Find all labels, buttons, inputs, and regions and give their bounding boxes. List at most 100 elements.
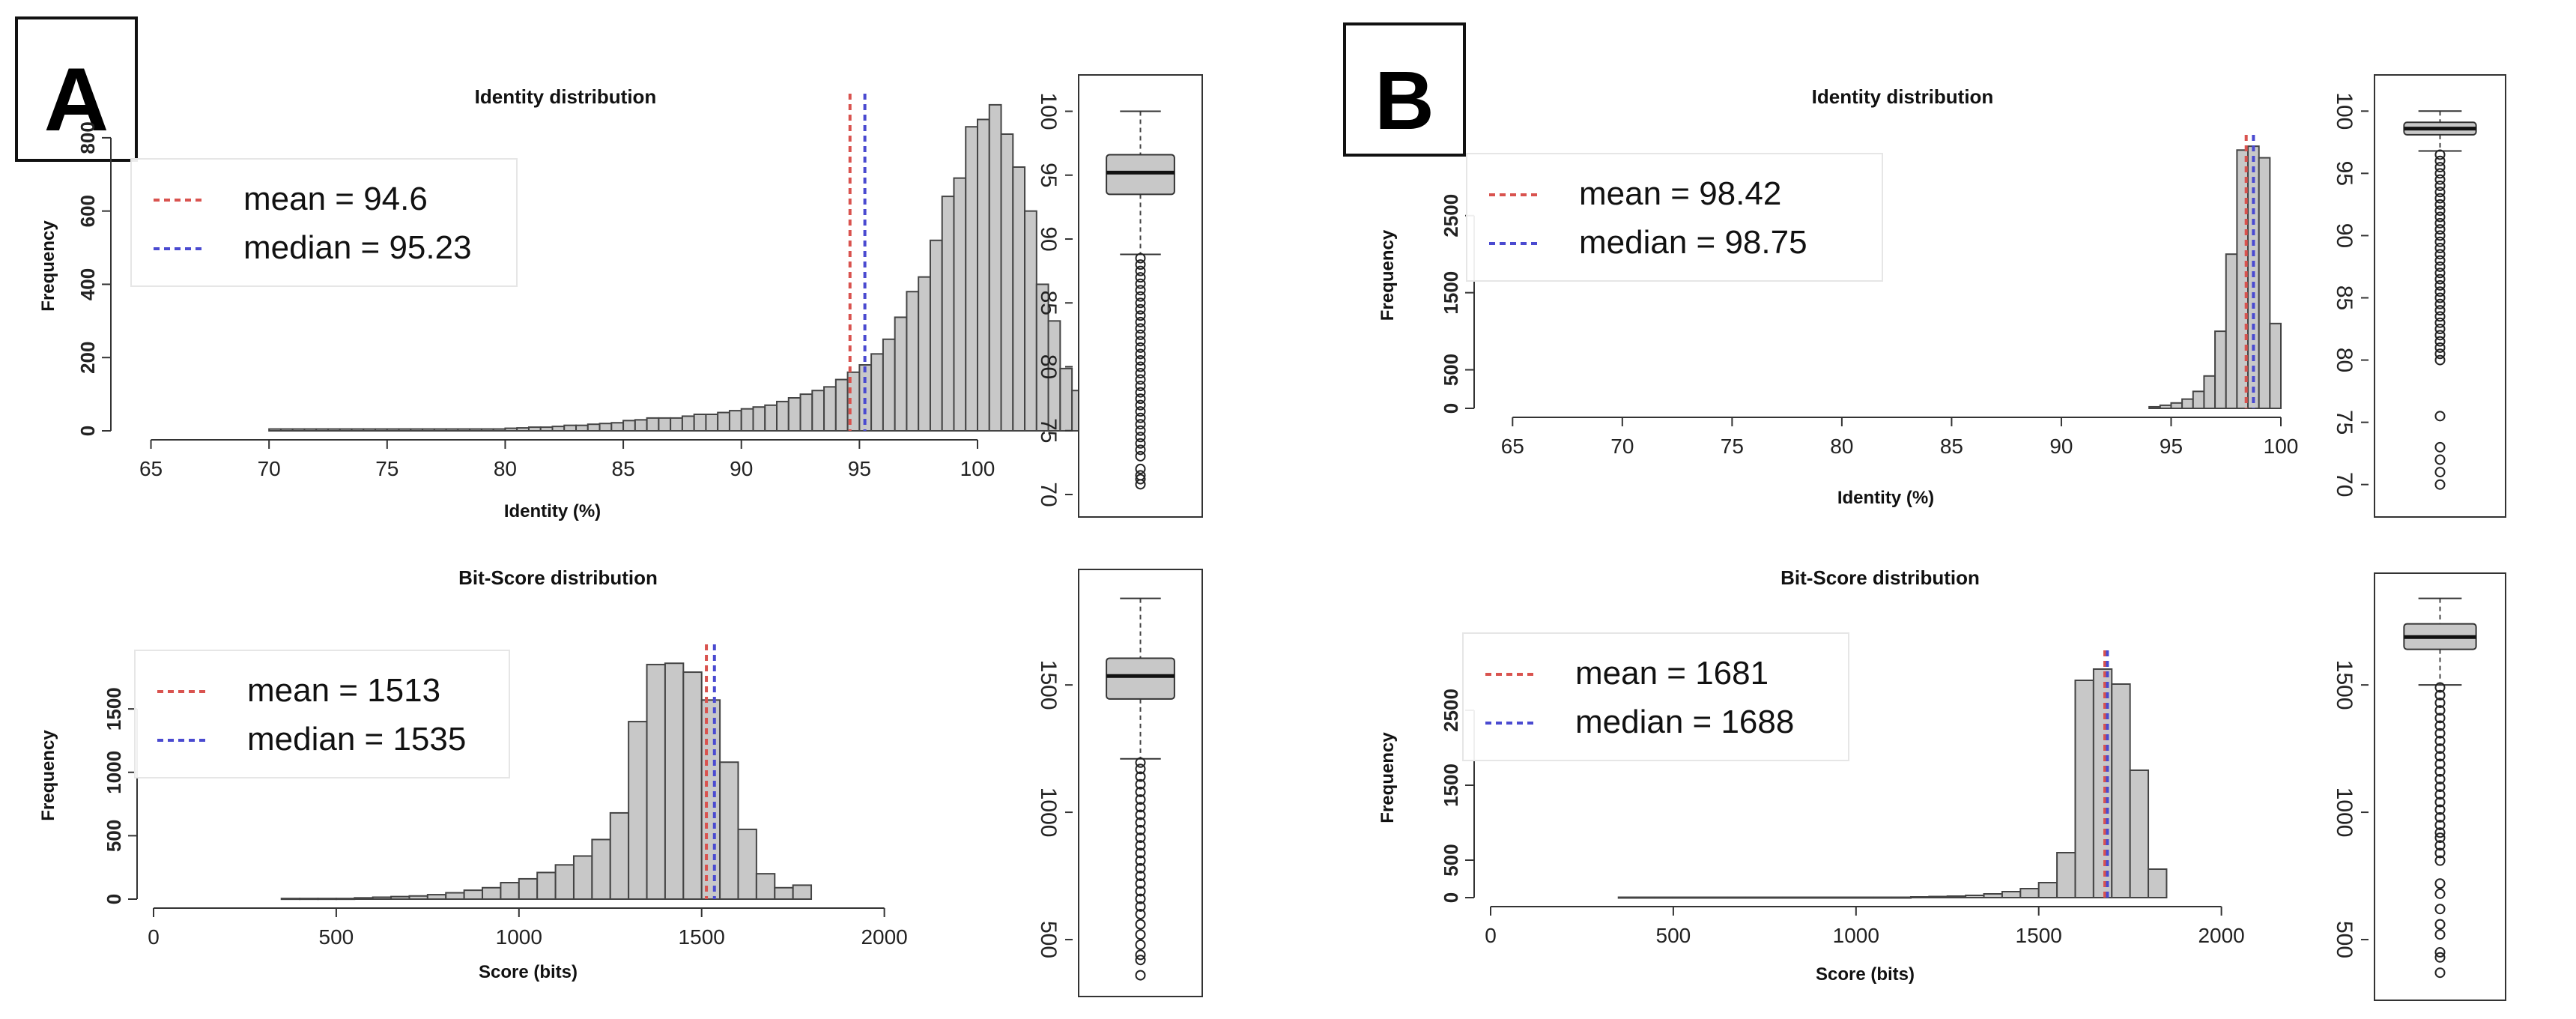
histogram-bar	[2129, 769, 2150, 898]
histogram-bar	[918, 276, 931, 432]
outlier-point	[2434, 713, 2446, 724]
legend-mean-label: mean = 98.42	[1579, 175, 1781, 212]
y-axis-label: Frequency	[38, 220, 58, 312]
outlier-point	[1135, 406, 1146, 417]
histogram-bar	[965, 126, 978, 432]
histogram-bar	[563, 424, 578, 432]
y-tick-label: 90	[1036, 226, 1061, 251]
legend-box	[1466, 153, 1883, 282]
chart-b-score-boxplot: 500 1000 1500	[2332, 572, 2506, 1001]
outlier-point	[2434, 217, 2446, 229]
histogram-bar	[291, 428, 306, 432]
histogram-bar	[953, 177, 967, 432]
histogram-bar	[737, 828, 757, 901]
outlier-point	[1135, 272, 1146, 283]
histogram-bar	[811, 390, 825, 432]
outlier-point	[1135, 297, 1146, 309]
histogram-bar	[351, 428, 365, 432]
histogram-bar	[587, 423, 601, 432]
histogram-bar	[2092, 668, 2113, 898]
histogram-bar	[2258, 157, 2271, 409]
y-tick-label: 1000	[2332, 787, 2357, 838]
outlier-point	[1135, 878, 1146, 889]
outlier-point	[2434, 743, 2446, 755]
outlier-point	[2434, 155, 2446, 166]
outlier-point	[1135, 862, 1146, 874]
panel-b-label: B	[1375, 55, 1434, 147]
outlier-point	[2434, 292, 2446, 303]
x-tick-label: 500	[319, 925, 354, 949]
histogram-bar	[2074, 680, 2094, 898]
histogram-bar	[1059, 367, 1073, 432]
y-tick-label: 95	[2332, 161, 2357, 186]
histogram-bar	[799, 393, 813, 432]
y-tick-label: 70	[1036, 482, 1061, 507]
x-tick-label: 90	[2049, 435, 2073, 458]
outlier-point	[2434, 919, 2446, 930]
outlier-point	[2434, 311, 2446, 322]
histogram-bar	[2037, 882, 2058, 898]
histogram-bar	[426, 894, 447, 900]
outlier-point	[1135, 285, 1146, 296]
histogram-bar	[609, 811, 630, 901]
chart-b-score-histogram: Bit-Score distribution 0 500 1000 1500 2000 Sc…	[1378, 566, 2245, 985]
y-tick-label: 1500	[1036, 660, 1061, 710]
x-axis-label: Score (bits)	[479, 962, 578, 982]
histogram-bar	[280, 898, 301, 901]
outlier-point	[1135, 336, 1146, 347]
legend-mean-label: mean = 94.6	[243, 181, 428, 217]
histogram-bar	[717, 411, 730, 432]
outlier-point	[1135, 323, 1146, 334]
outlier-point	[2434, 827, 2446, 838]
histogram-bar	[408, 895, 428, 901]
histogram-bar	[2170, 402, 2183, 410]
y-tick-label: 500	[1036, 921, 1061, 958]
outlier-point	[2434, 224, 2446, 235]
chart-b-identity-histogram: Identity distribution 65 70 75 80 85 90 95 100 Id…	[1378, 85, 2298, 508]
y-tick-label: 80	[1036, 354, 1061, 379]
outlier-point	[2434, 766, 2446, 777]
outlier-point	[1135, 303, 1146, 315]
histogram-bar	[2269, 322, 2282, 409]
legend-median-label: median = 1535	[247, 721, 466, 758]
chart-a-identity-histogram: Identity distribution 65 70 75 80 85 90 95 100 Id…	[38, 85, 1097, 521]
histogram-bar	[398, 428, 412, 432]
x-tick-label: 1500	[679, 925, 725, 949]
outlier-point	[1135, 387, 1146, 398]
outlier-point	[1135, 399, 1146, 411]
outlier-point	[1135, 253, 1146, 264]
outlier-point	[2434, 199, 2446, 210]
outlier-point	[1135, 929, 1146, 940]
histogram-bar	[2111, 683, 2131, 898]
outlier-point	[1135, 374, 1146, 385]
y-tick-label: 80	[2332, 348, 2357, 372]
histogram-bar	[463, 889, 484, 900]
histogram-bar	[572, 855, 593, 901]
histogram-bar	[1024, 210, 1037, 432]
outlier-point	[2434, 796, 2446, 808]
chart-title: Identity distribution	[1812, 85, 1994, 108]
outlier-point	[2434, 255, 2446, 266]
outlier-point	[2434, 720, 2446, 731]
outlier-point	[2434, 230, 2446, 241]
outlier-point	[2434, 324, 2446, 335]
panel-a-label: A	[44, 49, 109, 150]
chart-title: Identity distribution	[475, 85, 657, 108]
outlier-point	[2434, 832, 2446, 844]
x-tick-label: 1000	[496, 925, 542, 949]
histogram-bar	[929, 239, 943, 432]
histogram-bar	[2001, 891, 2022, 898]
outlier-point	[1135, 259, 1146, 270]
histogram-bar	[433, 428, 447, 432]
histogram-bar	[335, 898, 356, 901]
outlier-point	[2434, 180, 2446, 191]
outlier-point	[2434, 162, 2446, 173]
outlier-point	[2434, 888, 2446, 899]
legend-box	[134, 650, 510, 778]
histogram-bar	[682, 671, 703, 900]
outlier-point	[1135, 802, 1146, 813]
histogram-bar	[492, 428, 506, 432]
x-tick-label: 85	[612, 457, 635, 480]
histogram-bar	[1965, 895, 1985, 898]
histogram-bar	[882, 338, 896, 432]
